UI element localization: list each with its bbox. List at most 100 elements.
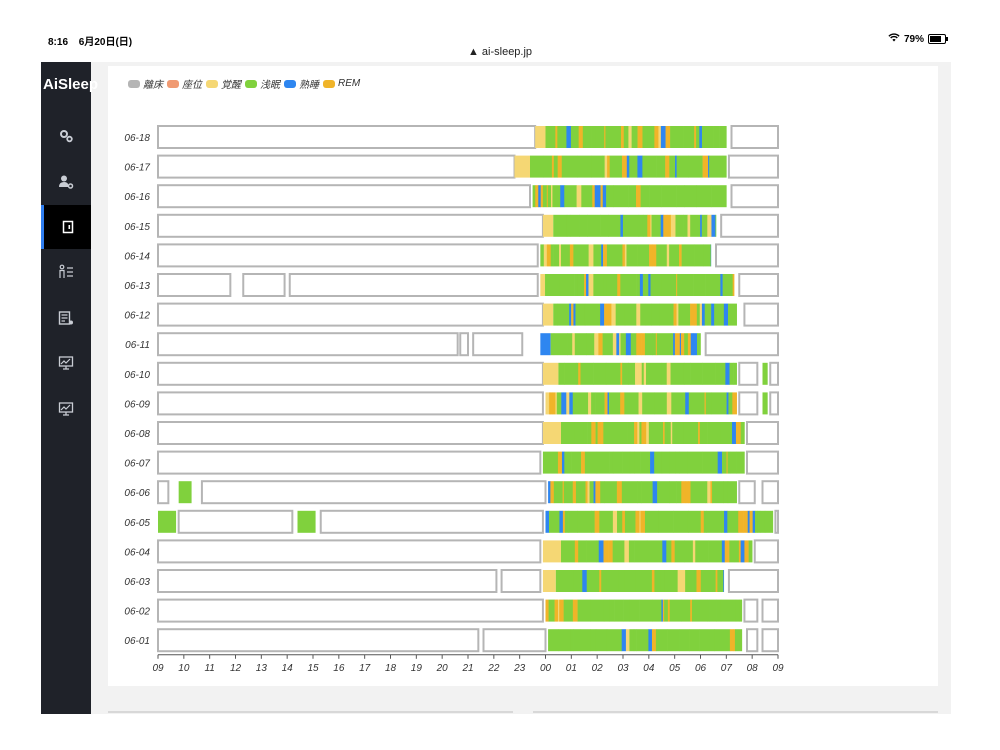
sleep-stage-segment (673, 510, 689, 533)
sleep-stage-segment (664, 570, 678, 592)
sleep-stage-segment (628, 362, 636, 385)
sleep-stage-segment (559, 244, 562, 267)
sleep-stage-segment (714, 303, 725, 326)
sleep-stage-segment (653, 629, 657, 652)
sleep-stage-segment (578, 126, 584, 148)
sleep-stage-segment (595, 481, 601, 504)
sleep-stage-segment (702, 362, 716, 385)
sleep-stage-segment (618, 570, 625, 592)
sleep-stage-segment (652, 599, 662, 622)
sleep-stage-segment (596, 451, 610, 474)
legend-item[interactable]: REM (323, 78, 360, 89)
sleep-stage-segment (680, 599, 691, 622)
sleep-stage-segment (711, 185, 727, 208)
sleep-stage-segment (545, 599, 549, 622)
sleep-stage-segment (635, 185, 641, 208)
sleep-stage-segment (622, 451, 631, 474)
sleep-stage-segment (558, 362, 565, 385)
sleep-stage-segment (612, 451, 623, 474)
sleep-stage-segment (566, 392, 570, 415)
sleep-stage-segment (701, 303, 706, 326)
sleep-stage-segment (702, 155, 708, 178)
sleep-stage-segment (548, 629, 560, 652)
x-tick-label: 15 (307, 663, 319, 674)
sleep-stage-segment (705, 481, 708, 504)
sidebar-item-reports[interactable] (41, 296, 91, 340)
legend-item[interactable]: 覚醒 (206, 76, 241, 91)
sleep-stage-segment (696, 303, 701, 326)
sleep-stage-segment (552, 185, 561, 208)
sleep-stage-segment (542, 214, 554, 237)
sleep-stage-segment (616, 333, 620, 356)
sleep-stage-segment (601, 244, 604, 267)
sleep-stage-segment (703, 244, 712, 267)
sleep-stage-segment (620, 333, 627, 356)
sleep-stage-segment (581, 185, 593, 208)
out-of-bed-segment (720, 213, 780, 238)
sleep-stage-segment (612, 510, 618, 533)
sleep-stage-segment (690, 599, 693, 622)
sleep-stage-segment (580, 362, 594, 385)
sleep-stage-segment (716, 599, 722, 622)
sleep-stage-segment (639, 510, 641, 533)
sleep-stage-segment (600, 303, 603, 326)
sidebar-item-room[interactable] (41, 205, 91, 249)
row-date-label: 06-15 (124, 222, 150, 233)
sleep-stage-segment (577, 155, 592, 178)
sleep-stage-segment (573, 570, 583, 592)
x-tick-label: 05 (669, 663, 681, 674)
sleep-stage-segment (660, 570, 666, 592)
sleep-stage-segment (717, 570, 724, 592)
sleep-stage-segment (675, 126, 684, 148)
sleep-stage-segment (547, 392, 550, 415)
sleep-stage-segment (641, 422, 647, 444)
sleep-stage-segment (696, 333, 701, 356)
sleep-stage-segment (609, 392, 621, 415)
out-of-bed-segment (746, 450, 779, 475)
out-of-bed-segment (482, 628, 547, 653)
sidebar-item-user-settings[interactable] (41, 160, 91, 204)
sleep-stage-segment (593, 274, 605, 296)
sleep-stage-segment (676, 274, 678, 296)
out-of-bed-segment (746, 628, 759, 653)
sleep-stage-segment (636, 333, 642, 356)
sleep-stage-segment (710, 214, 712, 237)
legend-item[interactable]: 浅眠 (245, 76, 280, 91)
sidebar-item-residents[interactable] (41, 250, 91, 294)
out-of-bed-segment (200, 480, 547, 505)
sleep-stage-segment (699, 629, 715, 652)
legend-item[interactable]: 座位 (167, 76, 202, 91)
legend-item[interactable]: 熟睡 (284, 76, 319, 91)
sidebar-item-monitor-2[interactable] (41, 387, 91, 431)
sleep-stage-segment (584, 274, 587, 296)
sleep-stage-segment (595, 126, 605, 148)
out-of-bed-segment (157, 391, 544, 416)
sleep-stage-segment (576, 185, 582, 208)
address-bar[interactable]: ▲ ai-sleep.jp (0, 46, 1000, 58)
x-tick-label: 22 (487, 663, 500, 674)
sleep-stage-segment (553, 303, 558, 326)
sleep-stage-segment (690, 481, 706, 504)
sleep-stage-segment (671, 392, 684, 415)
sidebar-item-settings[interactable] (41, 114, 91, 158)
sleep-stage-segment (573, 629, 582, 652)
sleep-stage-segment (642, 274, 646, 296)
x-tick-label: 18 (385, 663, 397, 674)
brand-logo[interactable]: AiSleep (43, 76, 99, 93)
sleep-stage-segment (669, 481, 677, 504)
sidebar-item-monitor[interactable] (41, 341, 91, 385)
date-text: 6月20日(日) (78, 37, 133, 48)
sleep-stage-segment (728, 303, 737, 326)
sleep-stage-segment (635, 362, 638, 385)
sleep-stage-segment (626, 244, 638, 267)
sleep-stage-segment (607, 540, 609, 563)
sleep-stage-segment (650, 214, 652, 237)
sleep-stage-segment (738, 510, 744, 533)
x-tick-label: 11 (204, 663, 214, 674)
legend-item[interactable]: 離床 (128, 76, 163, 91)
sleep-stage-segment (555, 392, 558, 415)
sleep-stage-segment (585, 126, 592, 148)
sleep-stage-segment (548, 481, 551, 504)
sleep-stage-segment (673, 333, 676, 356)
sleep-stage-segment (728, 392, 733, 415)
